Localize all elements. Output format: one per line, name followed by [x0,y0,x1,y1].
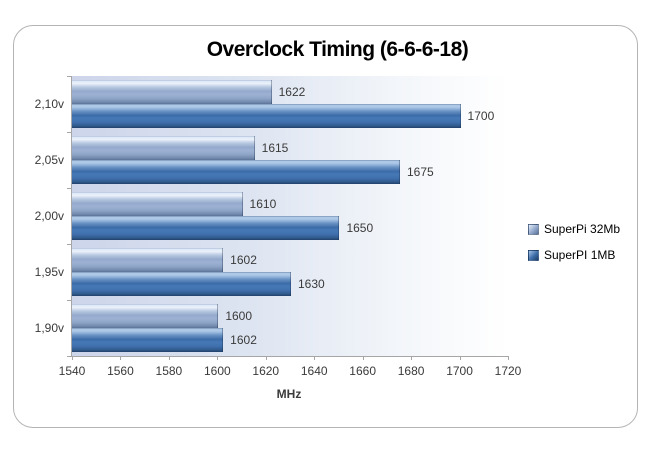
bar [72,79,272,104]
bar [72,303,219,328]
y-axis-tick [67,188,71,189]
legend-key-icon [528,223,539,235]
y-category-label: 2,05v [34,153,64,167]
bar-value-label: 1622 [278,84,306,99]
x-axis-tick [120,356,122,360]
legend-label: SuperPI 1MB [544,248,616,262]
legend-label: SuperPi 32Mb [544,222,621,236]
bar [72,328,224,352]
legend-item-superpi-1mb: SuperPI 1MB [528,248,620,262]
bar [72,247,224,272]
y-category-label: 2,10v [34,97,64,111]
y-category-label: 1,95v [34,265,64,279]
x-axis-tick-label: 1700 [446,364,473,378]
bar [72,135,255,160]
bar [72,191,243,216]
bar [72,272,291,296]
chart-frame: Overclock Timing (6-6-6-18) 1622 1700 1615… [13,25,638,428]
legend: SuperPi 32Mb SuperPI 1MB [528,222,620,274]
x-axis-tick-label: 1660 [349,364,376,378]
legend-item-superpi-32mb: SuperPi 32Mb [528,222,620,236]
x-axis-tick-label: 1540 [58,364,86,378]
x-axis-tick [411,356,413,360]
bar-value-label: 1600 [225,308,253,323]
bar-value-label: 1602 [230,333,257,347]
x-axis-tick [217,356,219,360]
x-axis-tick [459,356,461,360]
x-axis-tick [265,356,267,360]
y-axis-tick [67,300,71,301]
y-category-label: 2,00v [34,209,64,223]
x-axis-tick-label: 1680 [397,364,425,378]
bar-value-label: 1675 [407,165,434,179]
x-axis-tick [168,356,170,360]
bar-value-label: 1630 [298,277,325,291]
bar-value-label: 1615 [261,140,289,155]
x-axis-tick-label: 1720 [494,364,522,378]
bar [72,104,461,128]
x-axis-tick-label: 1580 [155,364,183,378]
y-category-label: 1,90v [34,321,64,335]
y-axis-tick [67,244,71,245]
chart-title: Overclock Timing (6-6-6-18) [206,38,469,61]
bar-value-label: 1610 [249,196,277,211]
bar-value-label: 1700 [467,109,495,123]
bar [72,216,340,240]
bar-value-label: 1602 [230,252,257,267]
x-axis-tick-label: 1600 [203,364,231,378]
x-axis-tick-label: 1640 [300,364,328,378]
legend-key-icon [528,249,539,261]
y-axis-tick [67,76,71,77]
y-axis-tick [67,132,71,133]
x-axis-tick [72,356,73,360]
x-axis-tick [362,356,364,360]
bar-value-label: 1650 [346,221,374,235]
x-axis-tick [314,356,316,360]
x-axis-title: MHz [276,387,302,401]
bar [72,160,400,184]
plot-area: 1622 1700 1615 1675 1610 1650 1602 1630 1600 1602… [35,76,521,378]
x-axis-tick-label: 1560 [107,364,134,378]
x-axis-tick-label: 1620 [252,364,280,378]
x-axis-tick [508,356,509,360]
y-axis-tick [67,356,71,357]
